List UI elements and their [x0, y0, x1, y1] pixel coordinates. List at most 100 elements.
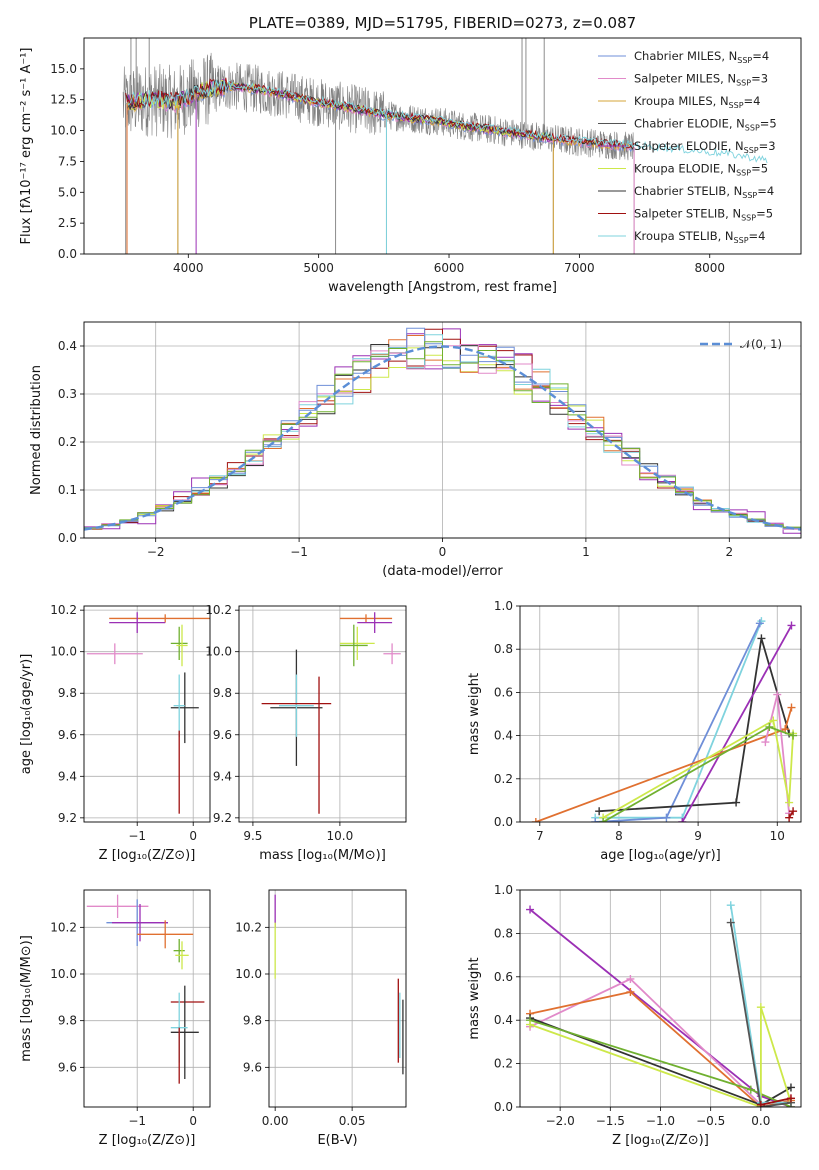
legend-entry: Kroupa STELIB, NSSP=4 — [634, 229, 765, 245]
weight-marker — [761, 738, 770, 747]
mass-vs-Z-plot-area — [86, 894, 205, 1084]
spectrum-xtick-label: 4000 — [173, 261, 204, 275]
mass-vs-Z-xtick-label: 0 — [189, 1114, 197, 1128]
spectrum-ytick-label: 0.0 — [58, 247, 77, 261]
weight-marker — [678, 818, 687, 822]
massweight-vs-Z-xtick-label: −1.5 — [596, 1114, 625, 1128]
weight-marker — [755, 619, 764, 628]
legend-entry-sub: SSP — [744, 146, 759, 155]
residuals-xtick-label: 0 — [439, 545, 447, 559]
weight-series-kroupa-elodie — [602, 719, 794, 819]
error-point — [112, 904, 168, 942]
error-point — [170, 672, 199, 744]
spectrum-ytick-label: 5.0 — [58, 185, 77, 199]
mass-vs-Z-ytick-label: 9.8 — [58, 1014, 77, 1028]
legend-entry-tail: =4 — [749, 229, 766, 243]
histogram-green — [84, 341, 801, 529]
legend-entry: Kroupa MILES, NSSP=4 — [634, 94, 760, 110]
legend-entry-tail: =5 — [756, 207, 773, 221]
massweight-vs-Z-ytick-label: 1.0 — [494, 883, 513, 897]
legend-entry-tail: =5 — [751, 162, 768, 176]
error-point — [339, 624, 368, 667]
observed-spectrum — [122, 52, 635, 161]
legend-entry-tail: =4 — [744, 94, 761, 108]
spectrum-ytick-label: 10.0 — [50, 124, 77, 138]
age-vs-mass-xtick-label: 10.0 — [327, 829, 354, 843]
residuals-ytick-label: 0.0 — [58, 531, 77, 545]
legend-entry: 𝒩(0, 1) — [740, 337, 782, 351]
massweight-vs-Z-plot-area — [526, 901, 795, 1107]
legend-entry-sub: SSP — [737, 56, 752, 65]
massweight-vs-age-frame — [519, 605, 802, 823]
massweight-vs-age-panel: 7 8 9 10 0.0 0.2 0.4 0.6 0.8 1.0 age [log₁₀(age/yr… — [467, 599, 802, 863]
error-point — [173, 939, 185, 963]
legend-entry-tail: =3 — [759, 139, 776, 153]
error-point — [176, 624, 188, 667]
error-point — [279, 674, 314, 737]
legend-entry: Chabrier MILES, NSSP=4 — [634, 49, 769, 65]
legend-entry-main: Chabrier ELODIE, N — [634, 117, 745, 131]
massweight-vs-Z-panel: −2.0 −1.5 −1.0 −0.5 0.0 0.0 0.2 0.4 0.6 0.8 1.0 Z [… — [467, 883, 802, 1148]
massweight-vs-Z-xtick-label: −1.0 — [646, 1114, 675, 1128]
legend-entry-sub: SSP — [742, 191, 757, 200]
error-point — [339, 626, 375, 660]
spectrum-ytick-label: 2.5 — [58, 216, 77, 230]
legend-entry-main: Kroupa MILES, N — [634, 94, 729, 108]
legend-entry: Chabrier STELIB, NSSP=4 — [634, 184, 774, 200]
weight-marker — [787, 621, 796, 630]
spectrum-ytick-label: 12.5 — [50, 93, 77, 107]
weight-marker — [599, 818, 608, 822]
residuals-ylabel: Normed distribution — [29, 365, 44, 495]
mass-vs-Z-panel: −1 0 9.6 9.8 10.0 10.2 Z [log₁₀(Z/Z⊙)] mass [lo… — [19, 889, 211, 1148]
legend-entry-main: Salpeter STELIB, N — [634, 207, 741, 221]
massweight-vs-Z-ylabel: mass weight — [467, 957, 482, 1039]
mass-vs-Z-ytick-label: 10.2 — [50, 920, 77, 934]
age-vs-Z-ylabel: age [log₁₀(age/yr)] — [19, 654, 34, 775]
massweight-vs-Z-ytick-label: 0.8 — [494, 926, 513, 940]
residuals-legend: 𝒩(0, 1) — [700, 337, 782, 351]
age-vs-Z-xtick-label: 0 — [189, 829, 197, 843]
weight-marker — [591, 818, 600, 822]
massweight-vs-age-ytick-label: 0.8 — [494, 642, 513, 656]
age-vs-mass-ytick-label: 9.2 — [213, 811, 232, 825]
massweight-vs-age-plot-area — [531, 617, 798, 822]
massweight-vs-age-xtick-label: 8 — [615, 829, 623, 843]
massweight-vs-age-xtick-label: 9 — [694, 829, 702, 843]
massweight-vs-age-xtick-label: 7 — [536, 829, 544, 843]
mass-vs-EBV-xlabel: E(B-V) — [317, 1133, 357, 1148]
legend-entry-main: Salpeter ELODIE, N — [634, 139, 744, 153]
mass-vs-Z-ytick-label: 9.6 — [58, 1060, 77, 1074]
spectrum-ytick-label: 15.0 — [50, 62, 77, 76]
legend-entry: Chabrier ELODIE, NSSP=5 — [634, 117, 777, 133]
residuals-xtick-label: 2 — [725, 545, 733, 559]
error-point — [86, 894, 149, 918]
legend-entry-sub: SSP — [734, 236, 749, 245]
legend-entry-main: Chabrier MILES, N — [634, 49, 737, 63]
legend-entry: Kroupa ELODIE, NSSP=5 — [634, 162, 768, 178]
massweight-vs-Z-ytick-label: 0.2 — [494, 1057, 513, 1071]
legend-entry-sub: SSP — [729, 101, 744, 110]
massweight-vs-Z-xtick-label: −0.5 — [696, 1114, 725, 1128]
residuals-ytick-label: 0.3 — [58, 387, 77, 401]
legend-entry-sub: SSP — [736, 79, 751, 88]
age-vs-mass-ytick-label: 9.6 — [213, 728, 232, 742]
residuals-xtick-label: −1 — [290, 545, 308, 559]
weight-marker — [726, 901, 735, 910]
spectrum-ytick-label: 7.5 — [58, 154, 77, 168]
residuals-panel: −2 −1 0 1 2 0.0 0.1 0.2 0.3 0.4 (data-model)/error… — [29, 321, 802, 579]
mass-vs-EBV-ytick-label: 9.6 — [243, 1060, 262, 1074]
legend-entry: Salpeter STELIB, NSSP=5 — [634, 207, 773, 223]
spectrum-xtick-label: 5000 — [303, 261, 334, 275]
error-point — [170, 626, 188, 660]
age-vs-Z-ytick-label: 9.4 — [58, 769, 77, 783]
spectrum-ylabel: Flux [fλ10⁻¹⁷ erg cm⁻² s⁻¹ A⁻¹] — [19, 48, 34, 245]
weight-marker — [789, 807, 798, 816]
spectrum-frame — [83, 37, 802, 255]
spectrum-xtick-label: 7000 — [564, 261, 595, 275]
legend-entry-main: Kroupa STELIB, N — [634, 229, 734, 243]
error-point — [109, 614, 210, 623]
weight-marker — [769, 716, 778, 725]
residuals-xtick-label: 1 — [582, 545, 590, 559]
spectrum-xlabel: wavelength [Angstrom, rest frame] — [328, 280, 557, 295]
